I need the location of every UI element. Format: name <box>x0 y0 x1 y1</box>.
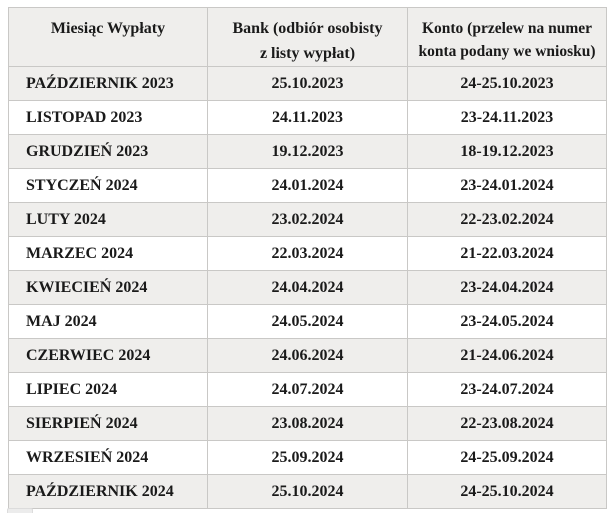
table-row: KWIECIEŃ 2024 24.04.2024 23-24.04.2024 <box>8 270 607 305</box>
cell-month: LUTY 2024 <box>8 202 208 237</box>
cell-month: PAŹDZIERNIK 2024 <box>8 474 208 509</box>
cell-konto: 22-23.08.2024 <box>407 406 607 441</box>
header-month-label: Miesiąc Wypłaty <box>50 20 166 37</box>
table-row: PAŹDZIERNIK 2023 25.10.2023 24-25.10.2023 <box>8 66 607 101</box>
cell-konto: 21-24.06.2024 <box>407 338 607 373</box>
table-row: MAJ 2024 24.05.2024 23-24.05.2024 <box>8 304 607 339</box>
cell-bank: 22.03.2024 <box>207 236 408 271</box>
cell-month: CZERWIEC 2024 <box>8 338 208 373</box>
cell-konto: 23-24.11.2023 <box>407 100 607 135</box>
cell-bank: 24.04.2024 <box>207 270 408 305</box>
cell-bank: 23.08.2024 <box>207 406 408 441</box>
payout-schedule-table: Miesiąc Wypłaty Bank (odbiór osobisty z … <box>8 7 607 509</box>
cell-bank: 24.11.2023 <box>207 100 408 135</box>
cell-month: MARZEC 2024 <box>8 236 208 271</box>
table-row: MARZEC 2024 22.03.2024 21-22.03.2024 <box>8 236 607 271</box>
cell-bank: 25.10.2024 <box>207 474 408 509</box>
cell-month: STYCZEŃ 2024 <box>8 168 208 203</box>
cell-month: LISTOPAD 2023 <box>8 100 208 135</box>
cell-month: KWIECIEŃ 2024 <box>8 270 208 305</box>
cell-bank: 19.12.2023 <box>207 134 408 169</box>
header-konto: Konto (przelew na numer konta podany we … <box>407 7 607 67</box>
cell-month: WRZESIEŃ 2024 <box>8 440 208 475</box>
cell-konto: 24-25.09.2024 <box>407 440 607 475</box>
cell-month: LIPIEC 2024 <box>8 372 208 407</box>
cell-bank: 24.06.2024 <box>207 338 408 373</box>
cell-konto: 24-25.10.2023 <box>407 66 607 101</box>
table-row: LISTOPAD 2023 24.11.2023 23-24.11.2023 <box>8 100 607 135</box>
cell-bank: 25.10.2023 <box>207 66 408 101</box>
header-month: Miesiąc Wypłaty <box>8 7 208 67</box>
table-body: PAŹDZIERNIK 2023 25.10.2023 24-25.10.2023 L… <box>8 66 607 509</box>
cutoff-partial-element <box>7 508 33 513</box>
table-row: LIPIEC 2024 24.07.2024 23-24.07.2024 <box>8 372 607 407</box>
cell-bank: 25.09.2024 <box>207 440 408 475</box>
header-konto-label-line1: Konto (przelew na numer <box>421 20 593 37</box>
table-row: WRZESIEŃ 2024 25.09.2024 24-25.09.2024 <box>8 440 607 475</box>
cell-konto: 23-24.04.2024 <box>407 270 607 305</box>
cell-konto: 23-24.01.2024 <box>407 168 607 203</box>
header-bank-label-line2: z listy wypłat) <box>259 45 356 62</box>
cell-konto: 21-22.03.2024 <box>407 236 607 271</box>
header-bank-label-line1: Bank (odbiór osobisty <box>232 20 383 37</box>
table-row: LUTY 2024 23.02.2024 22-23.02.2024 <box>8 202 607 237</box>
header-bank: Bank (odbiór osobisty z listy wypłat) <box>207 7 408 67</box>
table-row: GRUDZIEŃ 2023 19.12.2023 18-19.12.2023 <box>8 134 607 169</box>
table-row: STYCZEŃ 2024 24.01.2024 23-24.01.2024 <box>8 168 607 203</box>
cell-bank: 24.01.2024 <box>207 168 408 203</box>
cell-month: SIERPIEŃ 2024 <box>8 406 208 441</box>
cell-month: PAŹDZIERNIK 2023 <box>8 66 208 101</box>
cell-bank: 24.05.2024 <box>207 304 408 339</box>
header-konto-label-line2: konta podany we wniosku) <box>418 43 596 60</box>
cell-bank: 24.07.2024 <box>207 372 408 407</box>
table-row: SIERPIEŃ 2024 23.08.2024 22-23.08.2024 <box>8 406 607 441</box>
table-row: CZERWIEC 2024 24.06.2024 21-24.06.2024 <box>8 338 607 373</box>
cell-konto: 23-24.05.2024 <box>407 304 607 339</box>
cell-month: GRUDZIEŃ 2023 <box>8 134 208 169</box>
cell-konto: 24-25.10.2024 <box>407 474 607 509</box>
header-row: Miesiąc Wypłaty Bank (odbiór osobisty z … <box>8 7 607 67</box>
cell-konto: 23-24.07.2024 <box>407 372 607 407</box>
table-row: PAŹDZIERNIK 2024 25.10.2024 24-25.10.2024 <box>8 474 607 509</box>
cell-konto: 18-19.12.2023 <box>407 134 607 169</box>
cell-month: MAJ 2024 <box>8 304 208 339</box>
cell-bank: 23.02.2024 <box>207 202 408 237</box>
cell-konto: 22-23.02.2024 <box>407 202 607 237</box>
